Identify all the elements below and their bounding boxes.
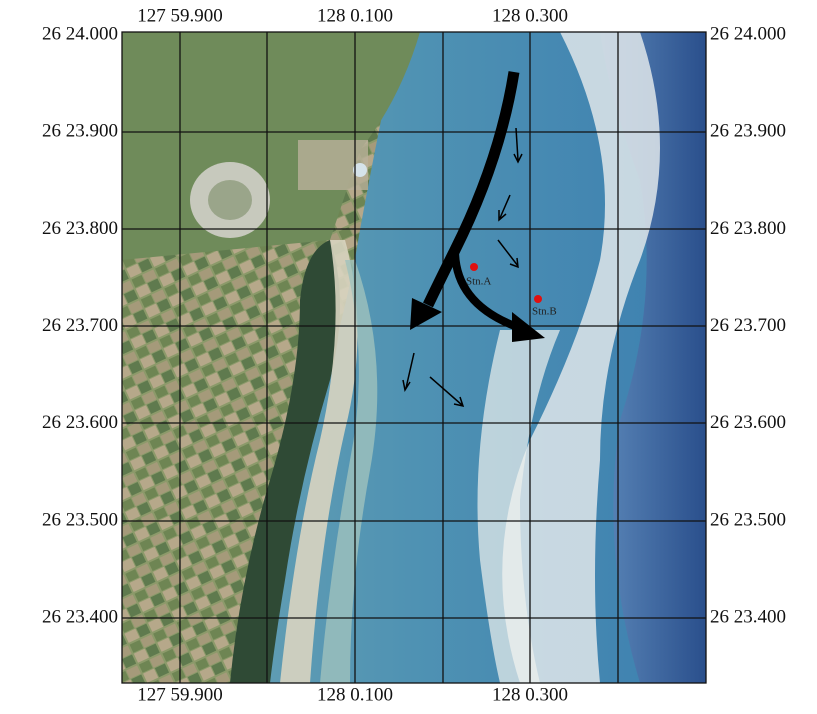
latitude-label: 26 24.000 bbox=[710, 23, 786, 44]
longitude-label: 128 0.100 bbox=[317, 5, 393, 26]
station-marker bbox=[534, 295, 542, 303]
station-label: Stn.A bbox=[466, 276, 491, 288]
latitude-label: 26 23.400 bbox=[710, 607, 786, 628]
latitude-label: 26 23.700 bbox=[42, 315, 118, 336]
longitude-label: 128 0.300 bbox=[492, 684, 568, 705]
longitude-label: 128 0.100 bbox=[317, 684, 393, 705]
longitude-label: 127 59.900 bbox=[137, 5, 223, 26]
station-marker bbox=[470, 263, 478, 271]
latitude-label: 26 23.400 bbox=[42, 607, 118, 628]
latitude-label: 26 23.500 bbox=[42, 509, 118, 530]
latitude-label: 26 23.900 bbox=[710, 121, 786, 142]
latitude-label: 26 23.500 bbox=[710, 509, 786, 530]
latitude-label: 26 23.600 bbox=[710, 412, 786, 433]
longitude-label: 127 59.900 bbox=[137, 684, 223, 705]
latitude-label: 26 24.000 bbox=[42, 23, 118, 44]
latitude-label: 26 23.600 bbox=[42, 412, 118, 433]
latitude-label: 26 23.800 bbox=[710, 218, 786, 239]
longitude-label: 128 0.300 bbox=[492, 5, 568, 26]
map: Stn.A Stn.B 127 59.900 127 59.900 128 0.10… bbox=[0, 0, 817, 709]
latitude-label: 26 23.700 bbox=[710, 315, 786, 336]
latitude-label: 26 23.900 bbox=[42, 121, 118, 142]
latitude-label: 26 23.800 bbox=[42, 218, 118, 239]
station-label: Stn.B bbox=[532, 306, 557, 318]
